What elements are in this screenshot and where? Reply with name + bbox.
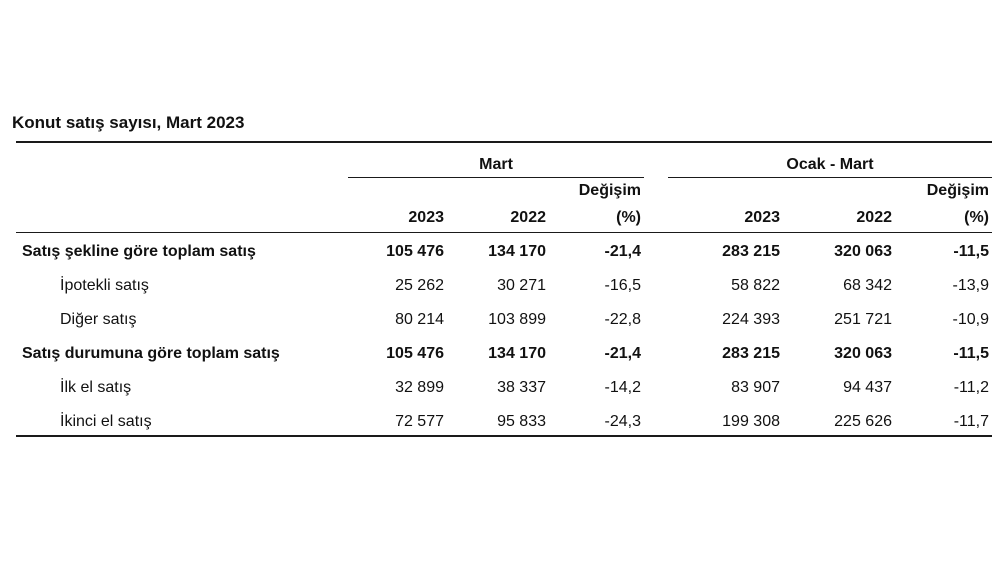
- cell-mart-2023: 72 577: [395, 413, 444, 430]
- cell-ocak-mart-2023: 199 308: [722, 413, 780, 430]
- cell-ocak-mart-2023: 224 393: [722, 311, 780, 328]
- cell-ocak-mart-change: -13,9: [952, 277, 989, 294]
- cell-mart-change: -21,4: [604, 243, 641, 260]
- subheader-change-ocak-mart-line1: Değişim: [926, 182, 989, 199]
- cell-mart-change: -16,5: [604, 277, 641, 294]
- cell-mart-2022: 30 271: [497, 277, 546, 294]
- cell-mart-change: -14,2: [604, 379, 641, 396]
- cell-ocak-mart-2023: 283 215: [722, 345, 780, 362]
- subheader-change-mart-line1: Değişim: [578, 182, 641, 199]
- cell-ocak-mart-2022: 225 626: [834, 413, 892, 430]
- group-header-mart: Mart: [479, 156, 513, 173]
- table-title: Konut satış sayısı, Mart 2023: [12, 113, 245, 132]
- cell-ocak-mart-2023: 58 822: [731, 277, 780, 294]
- cell-mart-2022: 38 337: [497, 379, 546, 396]
- cell-mart-change: -24,3: [604, 413, 641, 430]
- row-label: Diğer satış: [60, 311, 137, 328]
- row-label: İkinci el satış: [60, 413, 152, 430]
- cell-mart-change: -21,4: [604, 345, 641, 362]
- row-label: Satış şekline göre toplam satış: [22, 243, 256, 260]
- cell-ocak-mart-2022: 251 721: [834, 311, 892, 328]
- cell-ocak-mart-change: -11,5: [953, 243, 989, 260]
- header-rule: [16, 232, 992, 233]
- subheader-change-mart-line2: (%): [616, 209, 641, 226]
- cell-ocak-mart-change: -11,2: [953, 379, 989, 396]
- subheader-2022-mart: 2022: [510, 209, 546, 226]
- cell-mart-2022: 134 170: [488, 243, 546, 260]
- cell-mart-2022: 103 899: [488, 311, 546, 328]
- subheader-2023-ocak-mart: 2023: [744, 209, 780, 226]
- group-rule-ocak-mart: [668, 177, 992, 178]
- row-label: İpotekli satış: [60, 277, 149, 294]
- cell-ocak-mart-2022: 94 437: [843, 379, 892, 396]
- cell-ocak-mart-2023: 283 215: [722, 243, 780, 260]
- cell-ocak-mart-2022: 68 342: [843, 277, 892, 294]
- cell-mart-2022: 95 833: [497, 413, 546, 430]
- row-label: İlk el satış: [60, 379, 132, 396]
- cell-mart-2023: 80 214: [395, 311, 444, 328]
- cell-ocak-mart-change: -11,7: [953, 413, 989, 430]
- cell-mart-2023: 25 262: [395, 277, 444, 294]
- cell-mart-2022: 134 170: [488, 345, 546, 362]
- cell-ocak-mart-change: -10,9: [952, 311, 989, 328]
- bottom-rule: [16, 435, 992, 437]
- cell-ocak-mart-2023: 83 907: [731, 379, 780, 396]
- top-rule: [16, 141, 992, 143]
- cell-mart-2023: 105 476: [386, 345, 444, 362]
- cell-ocak-mart-change: -11,5: [953, 345, 989, 362]
- cell-mart-change: -22,8: [604, 311, 641, 328]
- subheader-change-ocak-mart-line2: (%): [964, 209, 989, 226]
- cell-mart-2023: 105 476: [386, 243, 444, 260]
- subheader-2023-mart: 2023: [408, 209, 444, 226]
- row-label: Satış durumuna göre toplam satış: [22, 345, 280, 362]
- cell-ocak-mart-2022: 320 063: [834, 345, 892, 362]
- group-rule-mart: [348, 177, 644, 178]
- cell-ocak-mart-2022: 320 063: [834, 243, 892, 260]
- group-header-ocak-mart: Ocak - Mart: [786, 156, 874, 173]
- cell-mart-2023: 32 899: [395, 379, 444, 396]
- subheader-2022-ocak-mart: 2022: [856, 209, 892, 226]
